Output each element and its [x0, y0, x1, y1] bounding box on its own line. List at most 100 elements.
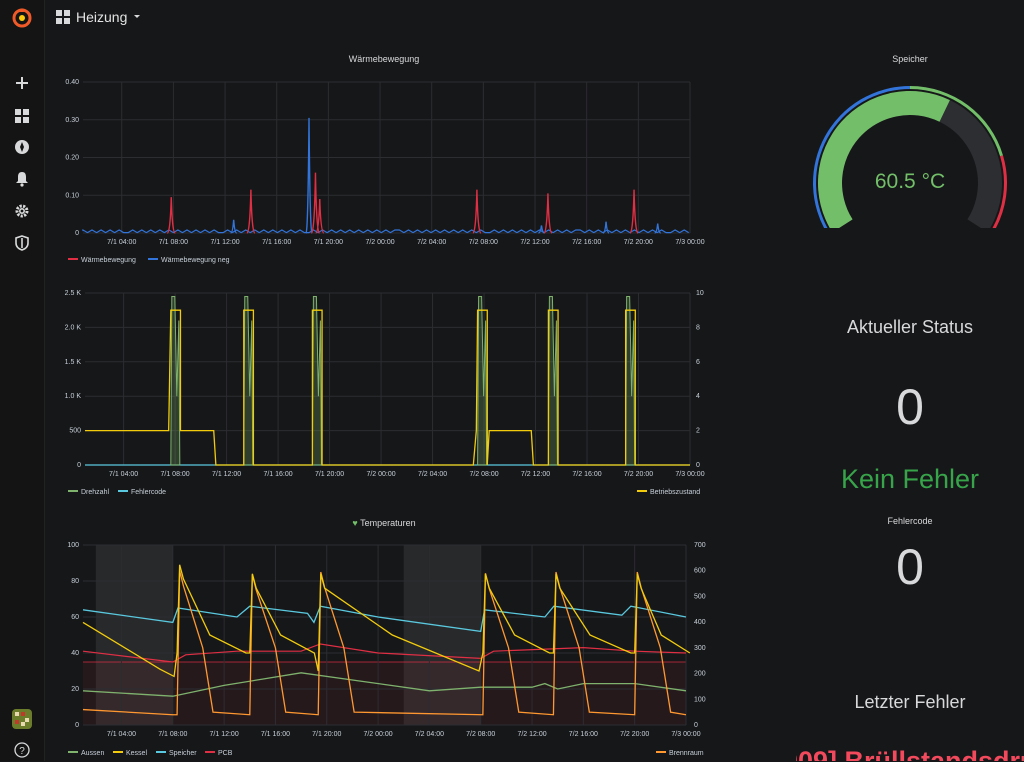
dashboard-title-button[interactable]: Heizung [56, 9, 141, 25]
panel-betrieb: 2.5 K 2.0 K 1.5 K 1.0 K 500 0 10 8 6 4 2 0 7/1 04:00… [56, 284, 712, 506]
x-tick-label: 7/2 08:00 [466, 731, 495, 738]
y-tick-label: 100 [67, 542, 79, 549]
peak-mark [538, 225, 545, 234]
legend-swatch [113, 751, 123, 753]
grafana-logo-icon[interactable] [10, 6, 34, 30]
legend-swatch [148, 258, 158, 260]
x-tick-label: 7/1 08:00 [161, 471, 190, 478]
y-tick-label: 500 [69, 428, 81, 435]
panel-temperaturen: ♥ Temperaturen 100 80 60 40 20 0 700 600 500 400 3… [56, 512, 712, 761]
y-tick-label: 0.30 [65, 117, 79, 124]
peak-mark [602, 221, 610, 234]
x-tick-label: 7/2 12:00 [521, 471, 550, 478]
drehzahl-burst [477, 295, 488, 466]
letzter-title: Letzter Fehler [854, 692, 966, 712]
help-icon[interactable]: ? [10, 738, 34, 762]
panel-fehlercode: Fehlercode 0 [796, 510, 1024, 600]
legend-label: Wärmebewegung [81, 257, 136, 264]
waermebewegung-chart[interactable]: 0.40 0.30 0.20 0.10 0 7/1 04:00 7/1 08:00 7/1 1… [56, 48, 712, 270]
panel-waermebewegung: Wärmebewegung 0.40 0.30 0.20 0.10 0 7/1 04:00… [56, 48, 712, 270]
y-tick-label: 0 [75, 230, 79, 237]
gauge-threshold-red [992, 155, 1007, 228]
y-tick-label: 0.40 [65, 79, 79, 86]
drehzahl-burst [243, 295, 254, 466]
dashboards-icon[interactable] [10, 104, 34, 128]
aussen-line [82, 672, 687, 697]
x-tick-label: 7/2 20:00 [620, 731, 649, 738]
panel-title-temperaturen: ♥ Temperaturen [56, 518, 712, 528]
x-tick-label: 7/2 20:00 [624, 239, 653, 246]
y-tick-label: 0 [75, 722, 79, 729]
legend-label: PCB [218, 750, 233, 757]
plus-icon[interactable] [10, 71, 34, 95]
x-tick-label: 7/1 12:00 [210, 239, 239, 246]
peak-mark [654, 223, 661, 234]
legend-label: Betriebszustand [650, 489, 700, 496]
panel-speicher-gauge: Speicher 60.5 °C [796, 48, 1024, 228]
sidebar: ? [0, 0, 45, 761]
fehlercode-title: Fehlercode [887, 516, 933, 526]
legend-swatch [205, 751, 215, 753]
legend-swatch [118, 490, 128, 492]
betrieb-chart[interactable]: 2.5 K 2.0 K 1.5 K 1.0 K 500 0 10 8 6 4 2 0 7/1 04:00… [56, 284, 712, 506]
legend-label: Brennraum [669, 750, 704, 757]
y-right-tick-label: 0 [696, 462, 700, 469]
y-tick-label: 80 [71, 578, 79, 585]
peak-mark [629, 189, 639, 234]
letzter-value: [F009] Brüllstandsdruck [796, 746, 1024, 761]
status-text: Kein Fehler [840, 464, 980, 494]
shield-icon[interactable] [10, 231, 34, 255]
y-tick-label: 2.0 K [65, 324, 82, 331]
series-line [82, 228, 690, 234]
status-title: Aktueller Status [846, 317, 974, 337]
x-tick-label: 7/1 04:00 [107, 239, 136, 246]
speicher-gauge [813, 86, 1007, 228]
x-tick-label: 7/2 00:00 [366, 471, 395, 478]
peak-mark [166, 197, 176, 234]
alerting-icon[interactable] [10, 167, 34, 191]
explore-icon[interactable] [10, 135, 34, 159]
x-tick-label: 7/3 00:00 [671, 731, 700, 738]
panel-aktueller-status: Aktueller Status 0 Kein Fehler [796, 300, 1024, 500]
x-tick-label: 7/2 16:00 [572, 239, 601, 246]
avatar[interactable] [10, 707, 34, 731]
dashboard-grid-icon [56, 10, 70, 24]
y-tick-label: 60 [71, 614, 79, 621]
x-tick-label: 7/1 04:00 [107, 731, 136, 738]
y-right-tick-label: 0 [694, 722, 698, 729]
dashboard-title: Heizung [76, 9, 128, 25]
peak-mark [472, 189, 482, 234]
legend-swatch [656, 751, 666, 753]
x-tick-label: 7/2 04:00 [417, 239, 446, 246]
y-right-tick-label: 2 [696, 428, 700, 435]
betriebszustand-line [85, 309, 690, 466]
legend-label: Speicher [169, 750, 197, 757]
panel-title-text: Temperaturen [360, 518, 416, 528]
y-tick-label: 0.20 [65, 155, 79, 162]
gauge-threshold-blue [813, 86, 910, 228]
peak-mark [230, 219, 237, 234]
svg-text:?: ? [19, 746, 25, 757]
peak-mark [315, 199, 325, 234]
legend-swatch [68, 258, 78, 260]
gear-icon[interactable] [10, 199, 34, 223]
x-tick-label: 7/2 00:00 [363, 731, 392, 738]
legend-swatch [68, 490, 78, 492]
legend-label: Fehlercode [131, 489, 166, 496]
x-tick-label: 7/1 16:00 [262, 239, 291, 246]
heart-icon: ♥ [352, 518, 358, 528]
gauge-threshold-green [910, 86, 1003, 157]
legend-label: Aussen [81, 750, 104, 757]
kessel-line [82, 564, 691, 678]
fehlercode-value: 0 [896, 539, 924, 595]
y-tick-label: 0 [77, 462, 81, 469]
legend-swatch [68, 751, 78, 753]
y-right-tick-label: 300 [694, 645, 706, 652]
x-tick-label: 7/1 16:00 [263, 471, 292, 478]
x-tick-label: 7/2 20:00 [624, 471, 653, 478]
drehzahl-burst [311, 295, 322, 466]
brennraum-line [82, 570, 687, 716]
legend-label: Kessel [126, 750, 147, 757]
panel-title: Wärmebewegung [348, 54, 420, 64]
